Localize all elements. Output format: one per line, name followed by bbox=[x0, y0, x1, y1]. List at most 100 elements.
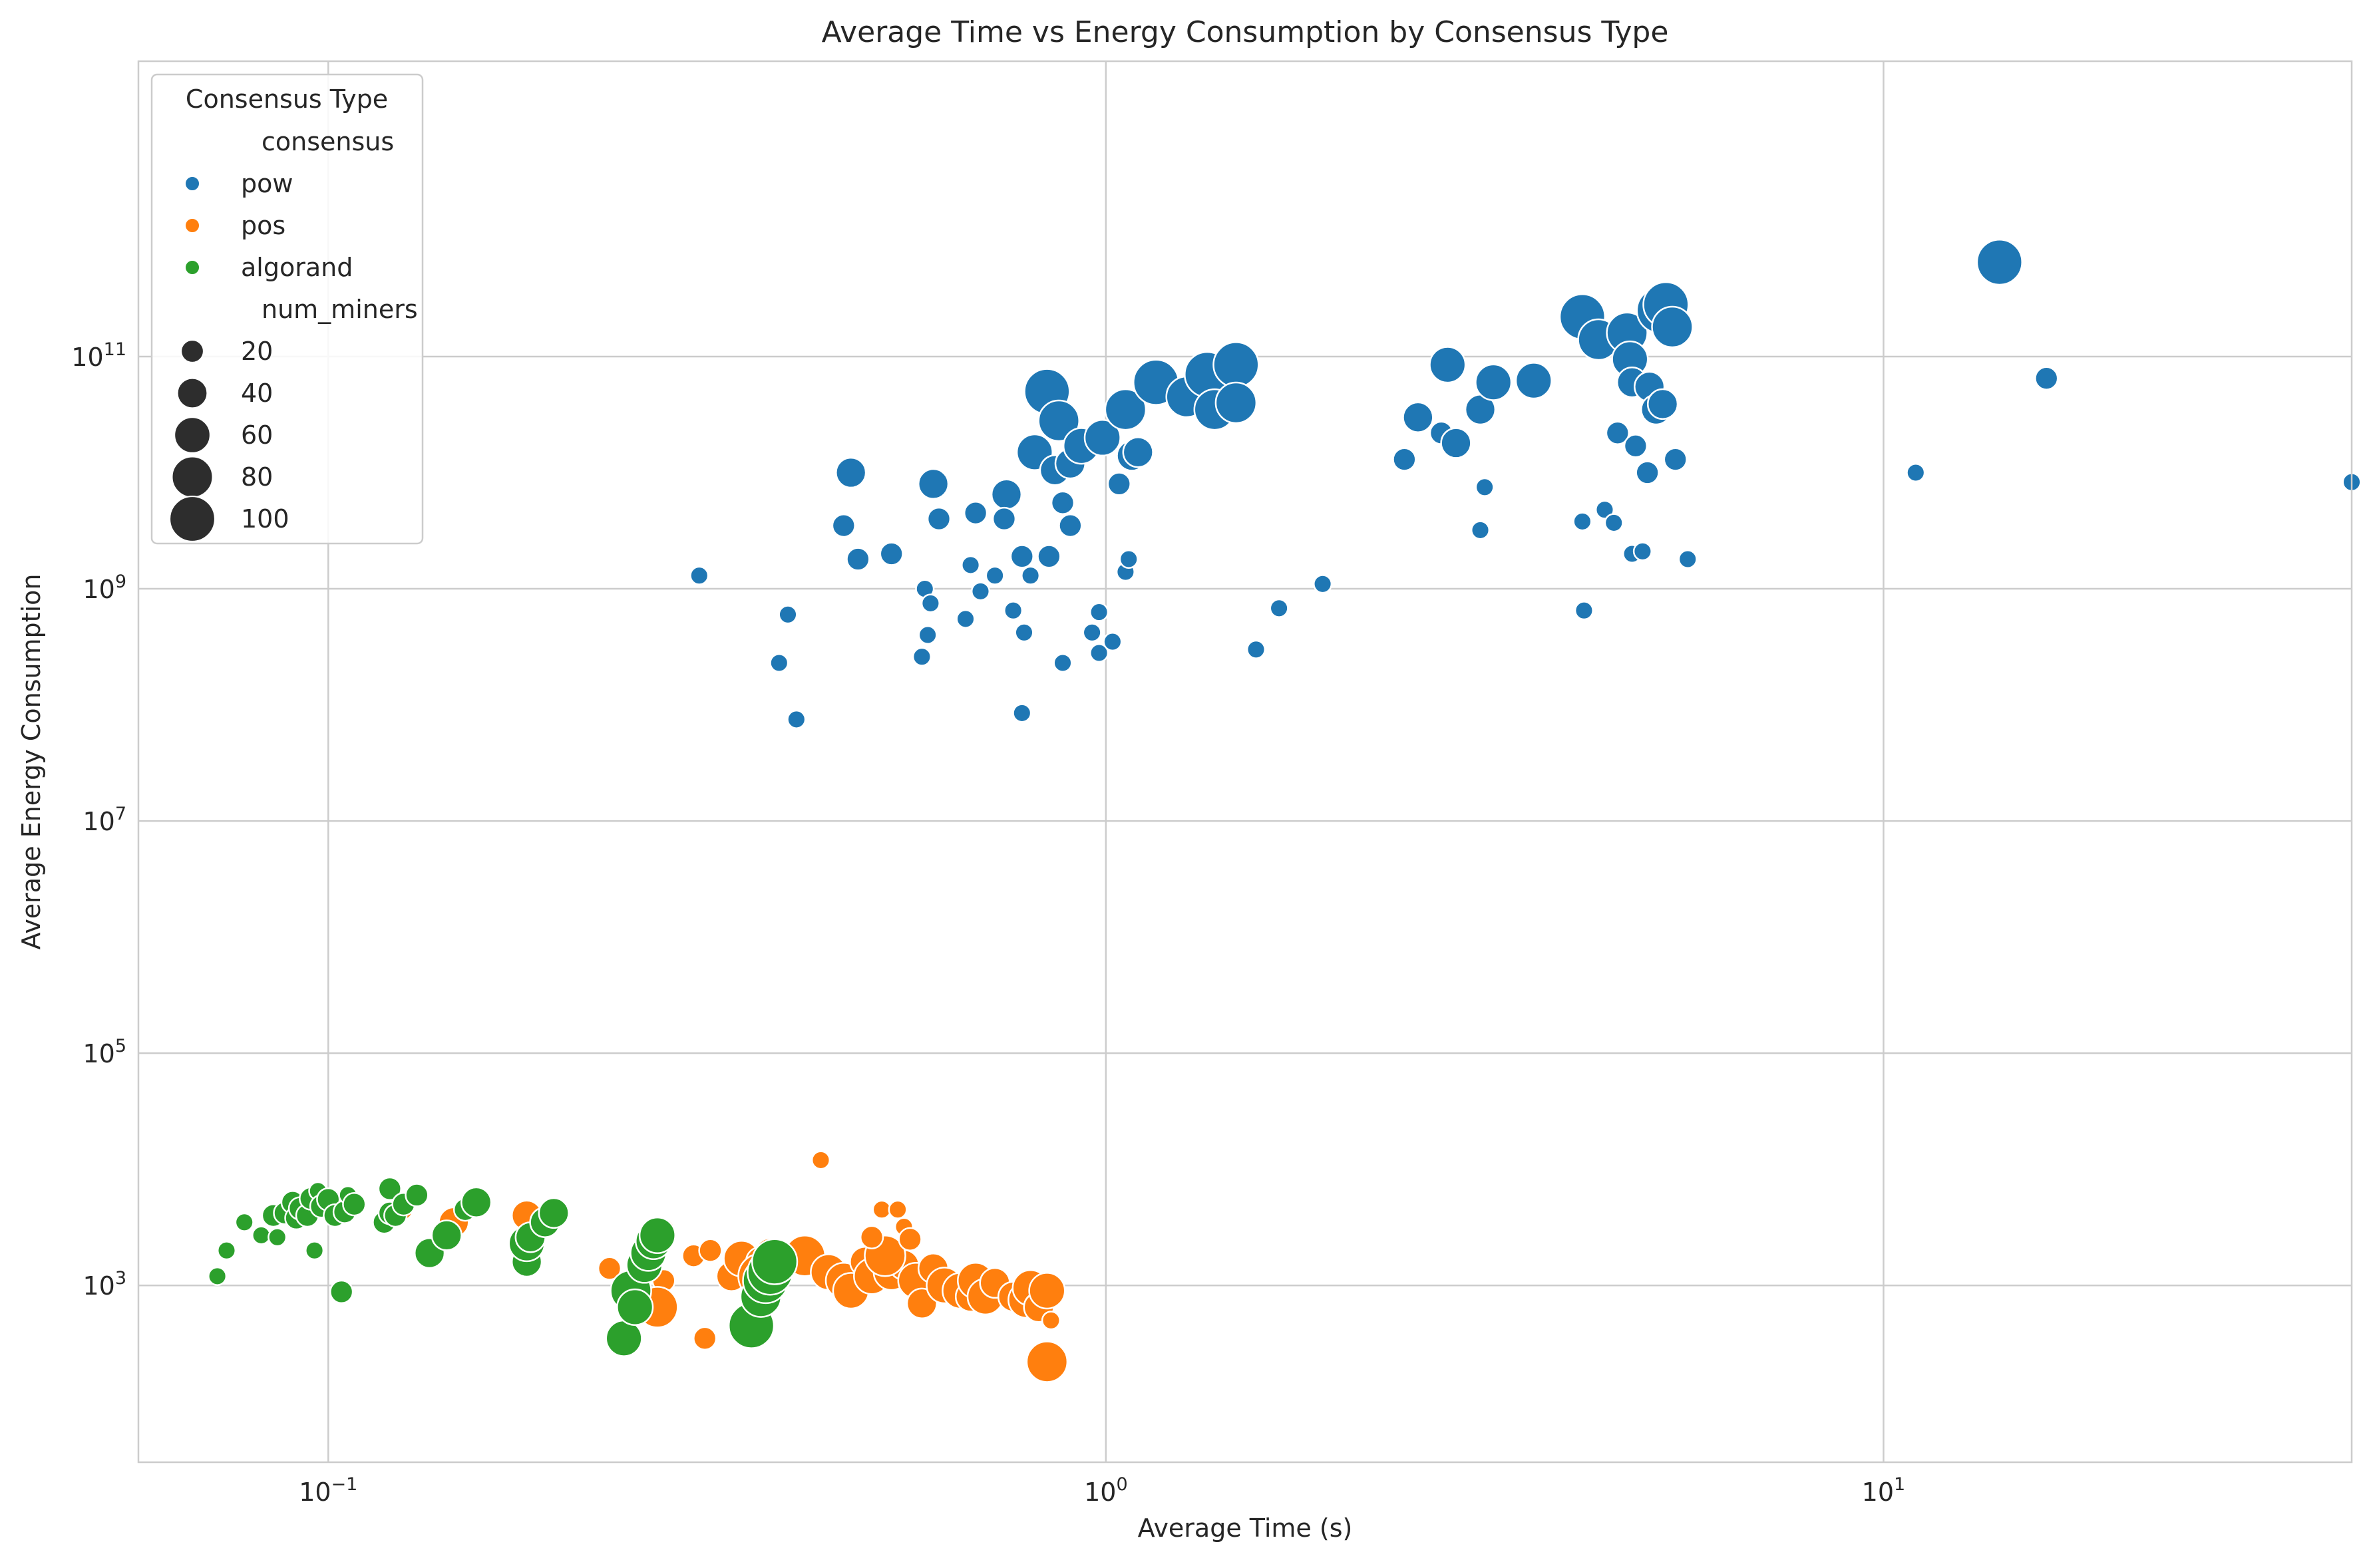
plot-background bbox=[138, 61, 2352, 1462]
y-tick-label-base: 10 bbox=[71, 343, 103, 372]
data-point-pow bbox=[2034, 366, 2059, 391]
data-point-pow bbox=[985, 565, 1005, 585]
legend-title: Consensus Type bbox=[186, 84, 388, 114]
data-point-pow bbox=[1004, 601, 1023, 621]
data-point-pos bbox=[898, 1227, 922, 1251]
data-point-pow bbox=[1122, 436, 1154, 468]
data-point-pow bbox=[963, 500, 988, 526]
data-point-pow bbox=[1089, 643, 1109, 663]
data-point-pow bbox=[769, 653, 789, 673]
x-tick-label: 100 bbox=[1084, 1474, 1128, 1507]
data-point-pow bbox=[1119, 549, 1139, 569]
data-point-pow bbox=[1663, 447, 1688, 472]
data-point-algorand bbox=[342, 1192, 367, 1217]
data-point-algorand bbox=[431, 1219, 462, 1251]
data-point-pow bbox=[1976, 238, 2023, 286]
legend-marker-pow bbox=[184, 176, 200, 192]
x-tick-label-base: 10 bbox=[1862, 1478, 1894, 1507]
data-point-pow bbox=[1635, 460, 1660, 485]
data-point-pow bbox=[835, 456, 867, 489]
x-tick-label-exponent: 0 bbox=[1116, 1474, 1127, 1495]
data-point-pow bbox=[1402, 401, 1434, 433]
x-tick-label: 101 bbox=[1862, 1474, 1906, 1507]
grid-lines bbox=[138, 61, 2352, 1462]
data-point-algorand bbox=[538, 1197, 570, 1229]
data-point-algorand bbox=[305, 1241, 325, 1261]
data-point-pow bbox=[970, 581, 991, 601]
legend-marker-pos bbox=[184, 218, 200, 234]
legend-size-marker bbox=[180, 339, 204, 363]
data-point-pow bbox=[920, 593, 940, 613]
data-point-pos bbox=[693, 1326, 717, 1350]
data-point-algorand bbox=[216, 1241, 237, 1261]
data-point-algorand bbox=[605, 1319, 643, 1357]
data-point-pow bbox=[1605, 420, 1630, 445]
y-tick-label: 103 bbox=[83, 1268, 126, 1301]
data-point-pow bbox=[1906, 462, 1926, 483]
data-point-algorand bbox=[638, 1216, 676, 1254]
y-tick-label-exponent: 3 bbox=[115, 1268, 126, 1289]
data-point-pow bbox=[912, 647, 932, 667]
data-point-pow bbox=[1083, 418, 1121, 457]
data-point-pow bbox=[1429, 346, 1467, 384]
data-point-pow bbox=[1475, 477, 1495, 497]
y-tick-label-exponent: 7 bbox=[115, 804, 126, 824]
y-tick-label-exponent: 11 bbox=[104, 339, 126, 360]
x-tick-labels: 10−1 100 101 bbox=[299, 1474, 1905, 1507]
data-point-pos bbox=[698, 1238, 723, 1263]
legend-label-pow: pow bbox=[241, 169, 293, 198]
legend-hue-header: consensus bbox=[262, 127, 394, 156]
data-point-pow bbox=[1107, 472, 1131, 496]
data-point-pow bbox=[1014, 623, 1034, 643]
x-tick-label: 10−1 bbox=[299, 1474, 357, 1507]
data-point-pow bbox=[1009, 544, 1034, 569]
data-point-pow bbox=[1021, 565, 1041, 585]
data-point-pow bbox=[990, 478, 1023, 510]
data-point-pow bbox=[1089, 602, 1109, 622]
legend-size-label: 80 bbox=[241, 462, 273, 492]
data-point-pow bbox=[1053, 653, 1073, 673]
y-axis-label: Average Energy Consumption bbox=[17, 574, 46, 950]
data-point-pow bbox=[831, 513, 856, 538]
data-point-pow bbox=[1470, 520, 1491, 540]
x-tick-label-base: 10 bbox=[1084, 1478, 1116, 1507]
data-point-pos bbox=[1028, 1272, 1066, 1310]
data-point-pow bbox=[1604, 513, 1624, 533]
y-tick-label-exponent: 5 bbox=[115, 1036, 126, 1056]
y-tick-label-base: 10 bbox=[83, 1039, 114, 1068]
data-point-pos bbox=[1041, 1311, 1061, 1331]
data-point-pow bbox=[1646, 388, 1679, 420]
data-point-algorand bbox=[405, 1183, 429, 1207]
legend-size-marker bbox=[174, 416, 211, 454]
data-point-pow bbox=[1212, 341, 1260, 389]
data-point-pow bbox=[1214, 381, 1258, 424]
data-point-pow bbox=[1632, 542, 1652, 561]
data-point-pos bbox=[1025, 1340, 1069, 1383]
data-point-algorand bbox=[460, 1186, 492, 1218]
data-points bbox=[208, 238, 2362, 1383]
legend-label-pos: pos bbox=[241, 211, 285, 240]
data-point-pow bbox=[1246, 639, 1266, 659]
legend-size-header: num_miners bbox=[262, 295, 418, 324]
data-point-pow bbox=[926, 506, 952, 532]
legend-size-marker bbox=[171, 456, 214, 498]
data-point-algorand bbox=[329, 1279, 354, 1305]
data-point-pos bbox=[597, 1256, 622, 1281]
x-axis-label: Average Time (s) bbox=[1138, 1513, 1353, 1543]
data-point-pow bbox=[1572, 512, 1592, 532]
legend-marker-algorand bbox=[184, 259, 200, 275]
y-tick-label: 1011 bbox=[71, 339, 126, 372]
y-tick-label-base: 10 bbox=[83, 1271, 114, 1301]
legend-size-marker bbox=[169, 496, 216, 542]
data-point-pow bbox=[1574, 601, 1594, 621]
data-point-pow bbox=[1678, 549, 1698, 569]
data-point-pow bbox=[1012, 703, 1032, 723]
y-tick-label: 105 bbox=[83, 1036, 126, 1068]
data-point-pow bbox=[917, 468, 950, 500]
data-point-algorand bbox=[751, 1238, 799, 1285]
data-point-pow bbox=[1515, 362, 1552, 400]
y-tick-label-base: 10 bbox=[83, 807, 114, 836]
